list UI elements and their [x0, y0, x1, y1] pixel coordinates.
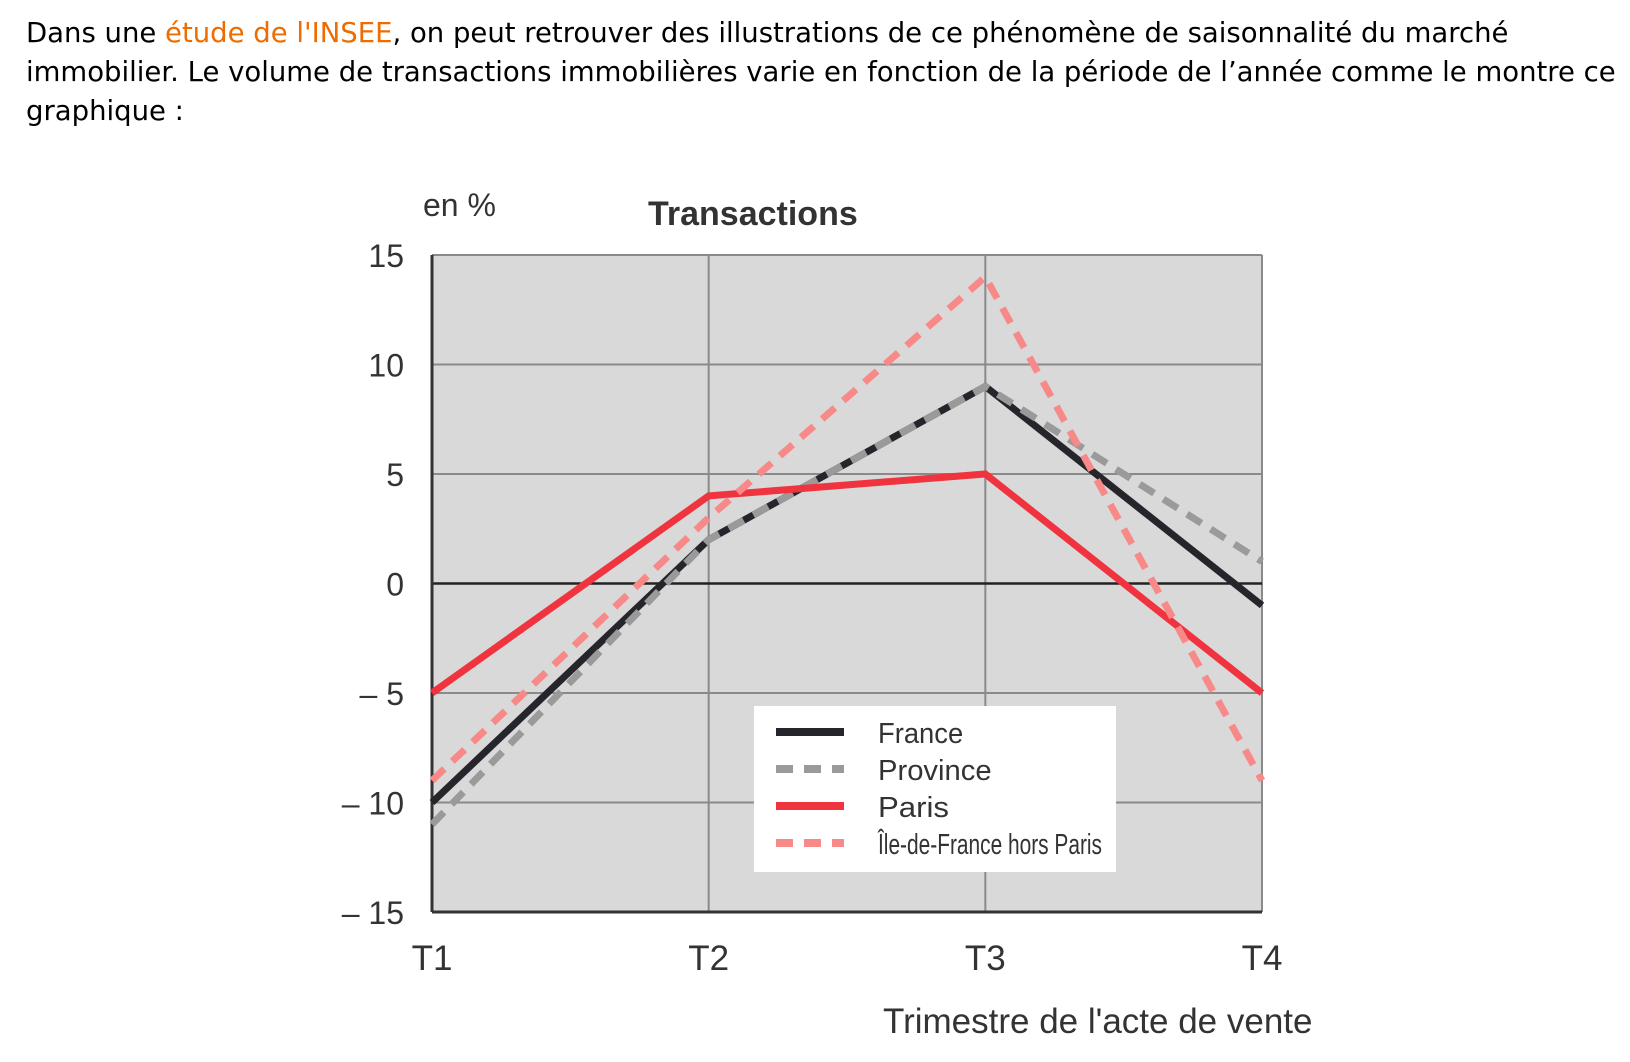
y-tick-label: – 5: [360, 676, 404, 712]
series-line: [429, 382, 1265, 806]
intro-text-before: Dans une: [26, 17, 166, 49]
x-tick-label: T3: [965, 939, 1006, 978]
chart-title: Transactions: [648, 195, 858, 233]
y-tick-label: – 10: [342, 786, 404, 822]
series-line: [429, 271, 1266, 784]
x-tick-label: T1: [412, 939, 453, 978]
insee-study-link[interactable]: étude de l'INSEE: [165, 17, 393, 49]
x-tick-label: T2: [688, 939, 729, 978]
x-tick-label: T4: [1242, 939, 1283, 978]
series-line: [429, 470, 1265, 696]
chart-ylabel: en %: [423, 187, 496, 223]
y-tick-label: 10: [368, 348, 404, 384]
legend-label: Île-de-France hors Paris: [877, 828, 1102, 861]
chart-xlabel: Trimestre de l'acte de vente: [883, 1002, 1312, 1041]
y-tick-label: 5: [386, 457, 404, 493]
legend-label: Province: [878, 755, 992, 787]
legend-label: France: [878, 718, 963, 750]
y-tick-label: – 15: [342, 895, 404, 931]
legend-label: Paris: [878, 792, 949, 824]
y-tick-label: 15: [368, 238, 404, 274]
y-tick-label: 0: [386, 567, 404, 603]
series-line: [429, 382, 1264, 827]
chart-legend: France Province Paris Île-de-France hors Pa…: [754, 706, 1116, 872]
intro-text-after: , on peut retrouver des illustrations de…: [26, 17, 1616, 127]
intro-paragraph: Dans une étude de l'INSEE, on peut retro…: [26, 14, 1616, 131]
